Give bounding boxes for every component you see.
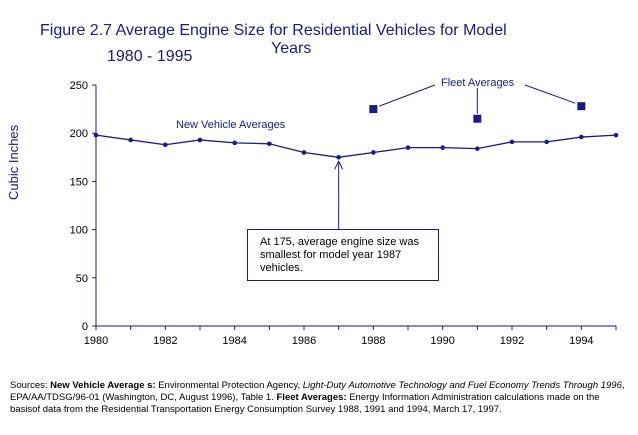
x-tick-label: 1988: [361, 335, 385, 347]
x-tick-label: 1994: [569, 335, 593, 347]
sources-nva-label: New Vehicle Average s:: [50, 380, 156, 391]
sources-nva-text1: Environmental Protection Agency,: [155, 380, 303, 391]
data-point-new-vehicle: [232, 140, 237, 146]
sources-nva-title: Light-Duty Automotive Technology and Fue…: [302, 380, 622, 391]
y-tick-label: 0: [82, 321, 88, 333]
data-point-new-vehicle: [336, 155, 341, 160]
y-tick-label: 100: [70, 225, 88, 237]
data-point-new-vehicle: [475, 146, 480, 151]
sources-nva-text2: , EPA/AA/TDSG/96-01 (Washington, DC, Aug…: [10, 380, 625, 403]
data-point-new-vehicle: [267, 141, 272, 147]
sources-fleet-label: Fleet Averages:: [276, 392, 347, 403]
data-point-new-vehicle: [579, 134, 584, 140]
data-point-fleet: [577, 102, 586, 111]
y-tick-label: 150: [70, 176, 88, 188]
data-point-fleet: [473, 114, 482, 123]
fleet-leader-line: [524, 84, 576, 104]
series-label-new-vehicle: New Vehicle Averages: [176, 119, 286, 131]
data-point-new-vehicle: [163, 142, 168, 148]
chart-title-line1: Figure 2.7 Average Engine Size for Resid…: [40, 22, 507, 39]
chart-plot: 0 50 100 150 200 250 1980 1982 1984 1986 1988 1990 1…: [70, 77, 619, 347]
y-tick-label: 250: [70, 80, 88, 92]
data-point-new-vehicle: [197, 137, 203, 143]
data-point-new-vehicle: [93, 132, 99, 138]
series-new-vehicle-line: [95, 134, 617, 158]
data-point-new-vehicle: [509, 139, 515, 145]
callout-box: At 175, average engine size was smallest…: [247, 229, 439, 281]
y-tick-label: 200: [70, 128, 88, 140]
data-point-new-vehicle: [440, 145, 445, 150]
data-point-new-vehicle: [405, 145, 411, 150]
chart-title-line3: 1980 - 1995: [107, 48, 193, 65]
callout-text: At 175, average engine size was smallest…: [260, 236, 419, 274]
data-point-new-vehicle: [128, 137, 133, 143]
sources-note: Sources: New Vehicle Average s: Environm…: [10, 380, 630, 416]
data-point-new-vehicle: [371, 150, 376, 155]
x-tick-label: 1992: [500, 335, 524, 347]
x-tick-label: 1984: [222, 335, 246, 347]
sources-fleet-text: Energy Information Administration calcul…: [10, 392, 600, 415]
x-tick-label: 1986: [292, 335, 316, 347]
data-point-new-vehicle: [613, 132, 619, 138]
x-tick-label: 1990: [430, 335, 454, 347]
fleet-leader-line: [379, 84, 436, 107]
data-point-new-vehicle: [301, 150, 307, 155]
y-tick-label: 50: [76, 273, 88, 285]
data-point-new-vehicle: [544, 139, 549, 145]
x-tick-label: 1980: [84, 335, 108, 347]
sources-prefix: Sources:: [10, 380, 51, 391]
data-point-fleet: [369, 105, 378, 114]
chart-title-line2: Years: [271, 40, 312, 57]
x-tick-label: 1982: [153, 335, 177, 347]
callout-arrow-head: [334, 160, 344, 170]
series-label-fleet: Fleet Averages: [441, 77, 515, 89]
